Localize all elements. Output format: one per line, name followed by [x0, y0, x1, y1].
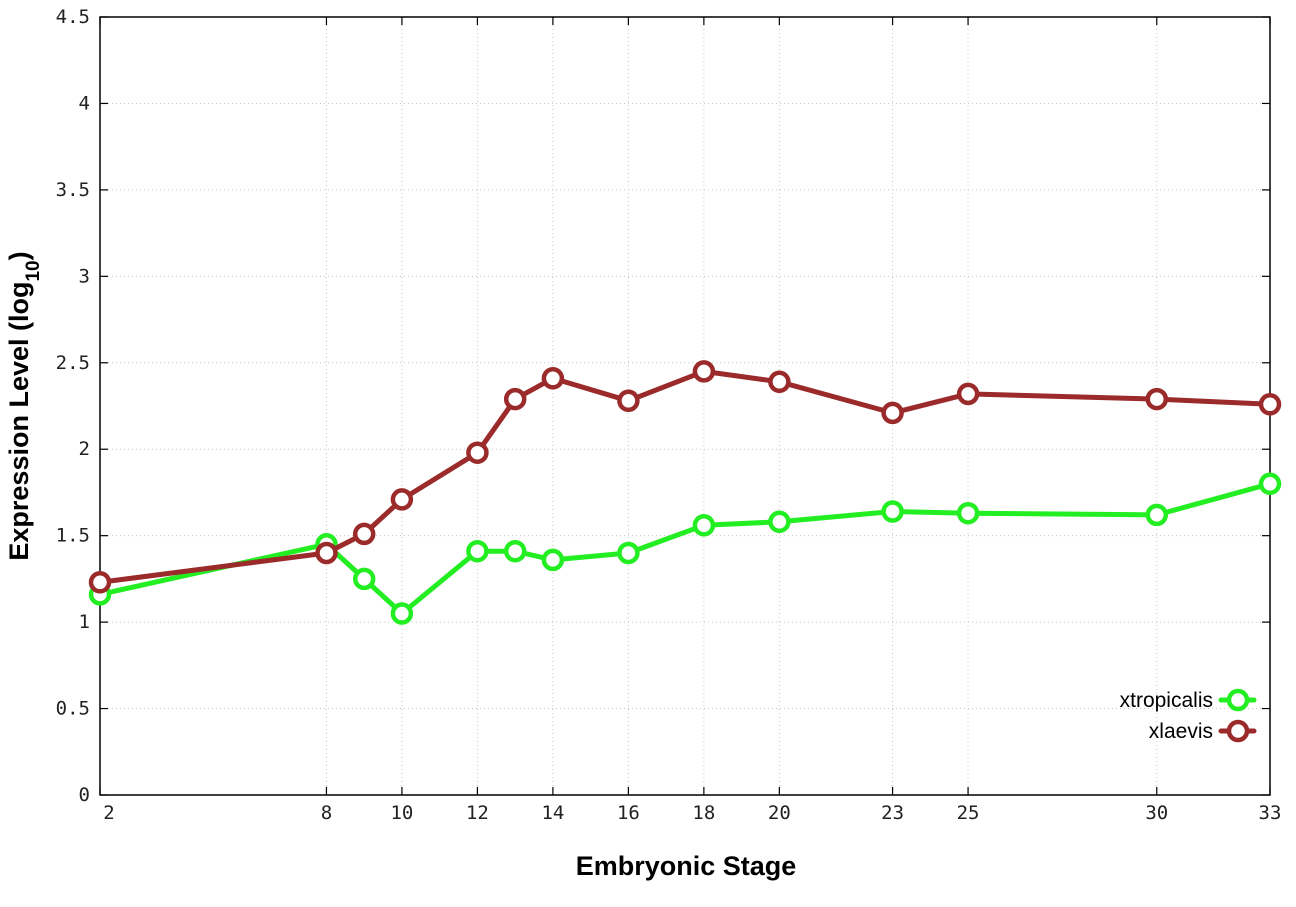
y-axis-title: Expression Level (log10) — [4, 251, 44, 560]
y-tick-label: 2 — [79, 438, 90, 460]
y-tick-label: 3.5 — [56, 179, 90, 201]
y-tick-label: 0.5 — [56, 698, 90, 720]
series-group — [88, 360, 1282, 625]
y-tick-label: 1 — [79, 611, 90, 633]
data-point-xlaevis — [541, 367, 565, 390]
data-point-xlaevis — [466, 441, 489, 464]
data-point-xtropicalis — [1145, 503, 1169, 527]
data-point-xlaevis — [692, 360, 716, 383]
data-point-xtropicalis — [692, 514, 716, 537]
data-point-xtropicalis — [956, 501, 980, 525]
data-point-xlaevis — [352, 522, 376, 546]
y-tick-label: 2.5 — [56, 352, 90, 374]
x-tick-label: 2 — [103, 802, 114, 824]
x-tick-label: 23 — [881, 802, 904, 824]
grid-lines — [100, 17, 1270, 795]
data-point-xtropicalis — [617, 541, 640, 565]
series-xtropicalis — [88, 472, 1282, 625]
data-point-xtropicalis — [466, 539, 489, 563]
data-point-xtropicalis — [541, 548, 565, 572]
y-tick-label: 4 — [79, 92, 90, 114]
y-tick-label: 1.5 — [56, 525, 90, 547]
data-point-xtropicalis — [503, 539, 527, 563]
series-xlaevis — [88, 360, 1282, 594]
data-point-xtropicalis — [881, 500, 904, 523]
data-point-xlaevis — [768, 370, 791, 394]
data-point-xlaevis — [1258, 393, 1282, 416]
data-point-xtropicalis — [352, 567, 376, 591]
y-axis-title-close: ) — [4, 251, 34, 260]
x-tick-label: 20 — [768, 802, 791, 824]
x-tick-label: 12 — [466, 802, 489, 824]
y-axis-title-main: Expression Level (log — [4, 282, 34, 561]
x-tick-label: 33 — [1259, 802, 1282, 824]
legend-label-xlaevis: xlaevis — [1149, 720, 1213, 743]
data-point-xlaevis — [315, 541, 338, 565]
x-tick-label: 8 — [321, 802, 332, 824]
series-line-xtropicalis — [97, 481, 1273, 616]
data-point-xtropicalis — [390, 602, 414, 625]
axis-ticks: 0 0.5 1 1.5 2 2.5 3 3.5 4 4.5 2 8 10 12 14 16 18 20 23 25 30… — [56, 6, 1282, 824]
x-tick-label: 14 — [541, 802, 564, 824]
plot-frame — [99, 16, 1271, 796]
y-tick-label: 3 — [79, 265, 90, 287]
data-point-xlaevis — [503, 387, 527, 411]
x-tick-label: 10 — [390, 802, 413, 824]
data-point-xlaevis — [88, 571, 112, 594]
data-point-xtropicalis — [1258, 472, 1282, 496]
x-axis-title: Embryonic Stage — [576, 851, 797, 881]
data-point-xlaevis — [390, 488, 414, 511]
legend-label-xtropicalis: xtropicalis — [1120, 689, 1213, 712]
legend-marker-xlaevis — [1226, 719, 1250, 743]
y-tick-label: 0 — [79, 784, 90, 806]
data-point-xlaevis — [956, 382, 980, 406]
x-tick-label: 25 — [957, 802, 980, 824]
y-axis-title-subscript: 10 — [23, 260, 44, 281]
data-point-xlaevis — [617, 389, 640, 413]
y-tick-label: 4.5 — [56, 6, 90, 28]
x-tick-label: 30 — [1145, 802, 1168, 824]
series-line-xlaevis — [97, 368, 1273, 585]
data-point-xlaevis — [1145, 387, 1169, 411]
legend: xtropicalis xlaevis — [1120, 688, 1257, 743]
legend-marker-xtropicalis — [1226, 688, 1250, 712]
data-point-xtropicalis — [768, 510, 791, 534]
x-tick-label: 18 — [692, 802, 715, 824]
data-point-xlaevis — [881, 401, 904, 425]
x-tick-label: 16 — [617, 802, 640, 824]
